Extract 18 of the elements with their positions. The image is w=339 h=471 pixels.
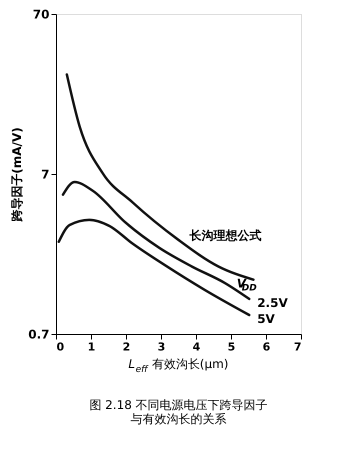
series-label: 2.5V — [257, 296, 288, 310]
x-tick-label: 7 — [294, 340, 302, 354]
x-tick-label: 2 — [122, 340, 130, 354]
x-tick-label: 4 — [192, 340, 201, 354]
y-tick-label: 7 — [41, 168, 50, 182]
text: 与有效沟长的关系 — [130, 412, 226, 426]
x-tick-label: 3 — [158, 340, 166, 354]
annotation: VDD — [236, 276, 258, 294]
x-tick-label: 5 — [228, 340, 236, 354]
x-tick-label: 1 — [88, 340, 96, 354]
caption: 图 2.18 不同电源电压下跨导因子 — [89, 398, 268, 412]
x-tick-label: 0 — [56, 340, 64, 354]
y-axis-title: 跨导因子(mA/V) — [10, 127, 24, 223]
y-tick-label: 0.7 — [28, 328, 50, 342]
series-label: 5V — [257, 312, 276, 326]
y-tick-label: 70 — [32, 8, 50, 22]
x-tick-label: 6 — [262, 340, 271, 354]
annotation: 长沟理想公式 — [188, 228, 262, 243]
